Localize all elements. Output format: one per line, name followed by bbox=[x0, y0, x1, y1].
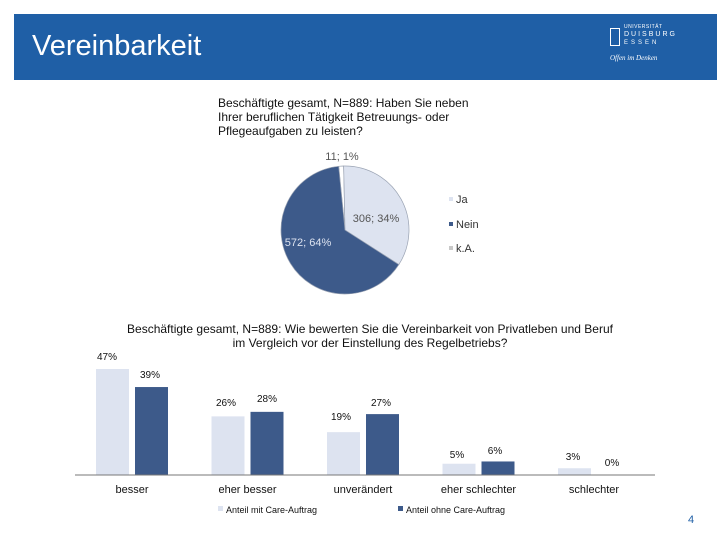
pie-data-label: 306; 34% bbox=[353, 213, 400, 225]
bar-mit-care bbox=[442, 463, 476, 475]
bar-data-label: 3% bbox=[566, 452, 581, 463]
category-label: eher besser bbox=[218, 484, 276, 496]
bar-mit-care bbox=[327, 432, 360, 475]
bar-ohne-care bbox=[481, 461, 515, 475]
bar-data-label: 26% bbox=[216, 398, 236, 409]
bar-legend-swatch bbox=[218, 506, 223, 511]
category-label: besser bbox=[115, 484, 148, 496]
bar-data-label: 6% bbox=[488, 446, 503, 457]
bar-ohne-care bbox=[250, 411, 284, 475]
bar-ohne-care bbox=[135, 387, 168, 475]
category-label: unverändert bbox=[334, 484, 393, 496]
bar-data-label: 28% bbox=[257, 394, 277, 405]
pie-legend-label: k.A. bbox=[456, 243, 475, 255]
pie-data-label: 572; 64% bbox=[285, 237, 332, 249]
bar-ohne-care bbox=[366, 414, 399, 475]
bar-legend-swatch bbox=[398, 506, 403, 511]
bar-mit-care bbox=[96, 369, 129, 475]
bar-legend-label: Anteil ohne Care-Auftrag bbox=[406, 505, 505, 515]
pie-data-label: 11; 1% bbox=[325, 151, 359, 163]
category-label: schlechter bbox=[569, 484, 619, 496]
pie-legend-swatch bbox=[449, 246, 453, 250]
pie-legend-swatch bbox=[449, 222, 453, 226]
logo-mark-icon bbox=[610, 28, 620, 46]
bar-data-label: 47% bbox=[97, 352, 117, 363]
category-label: eher schlechter bbox=[441, 484, 517, 496]
pie-slice-nein bbox=[280, 165, 400, 295]
logo-slogan: Offen im Denken bbox=[610, 54, 658, 62]
logo-line-3: ESSEN bbox=[624, 40, 660, 46]
bar-data-label: 19% bbox=[331, 412, 351, 423]
pie-legend-label: Nein bbox=[456, 219, 479, 231]
pie-legend-label: Ja bbox=[456, 194, 469, 206]
bar-legend-label: Anteil mit Care-Auftrag bbox=[226, 505, 317, 515]
header-bar bbox=[14, 14, 717, 80]
pie-slice-ja bbox=[343, 165, 410, 266]
page-number: 4 bbox=[688, 514, 695, 526]
bar-data-label: 0% bbox=[605, 458, 620, 469]
bar-data-label: 27% bbox=[371, 398, 391, 409]
bar-mit-care bbox=[211, 416, 245, 475]
bar-data-label: 5% bbox=[450, 450, 465, 461]
bar-mit-care bbox=[558, 468, 591, 475]
pie-chart-title: Beschäftigte gesamt, N=889: Haben Sie ne… bbox=[218, 96, 469, 138]
slide-title: Vereinbarkeit bbox=[32, 30, 202, 62]
bar-chart-title: Beschäftigte gesamt, N=889: Wie bewerten… bbox=[127, 322, 613, 350]
logo-line-2: DUISBURG bbox=[624, 31, 677, 38]
logo-line-1: UNIVERSITÄT bbox=[624, 24, 663, 30]
bar-data-label: 39% bbox=[140, 370, 160, 381]
university-logo: UNIVERSITÄT DUISBURG ESSEN Offen im Denk… bbox=[610, 22, 710, 70]
pie-legend-swatch bbox=[449, 197, 453, 201]
